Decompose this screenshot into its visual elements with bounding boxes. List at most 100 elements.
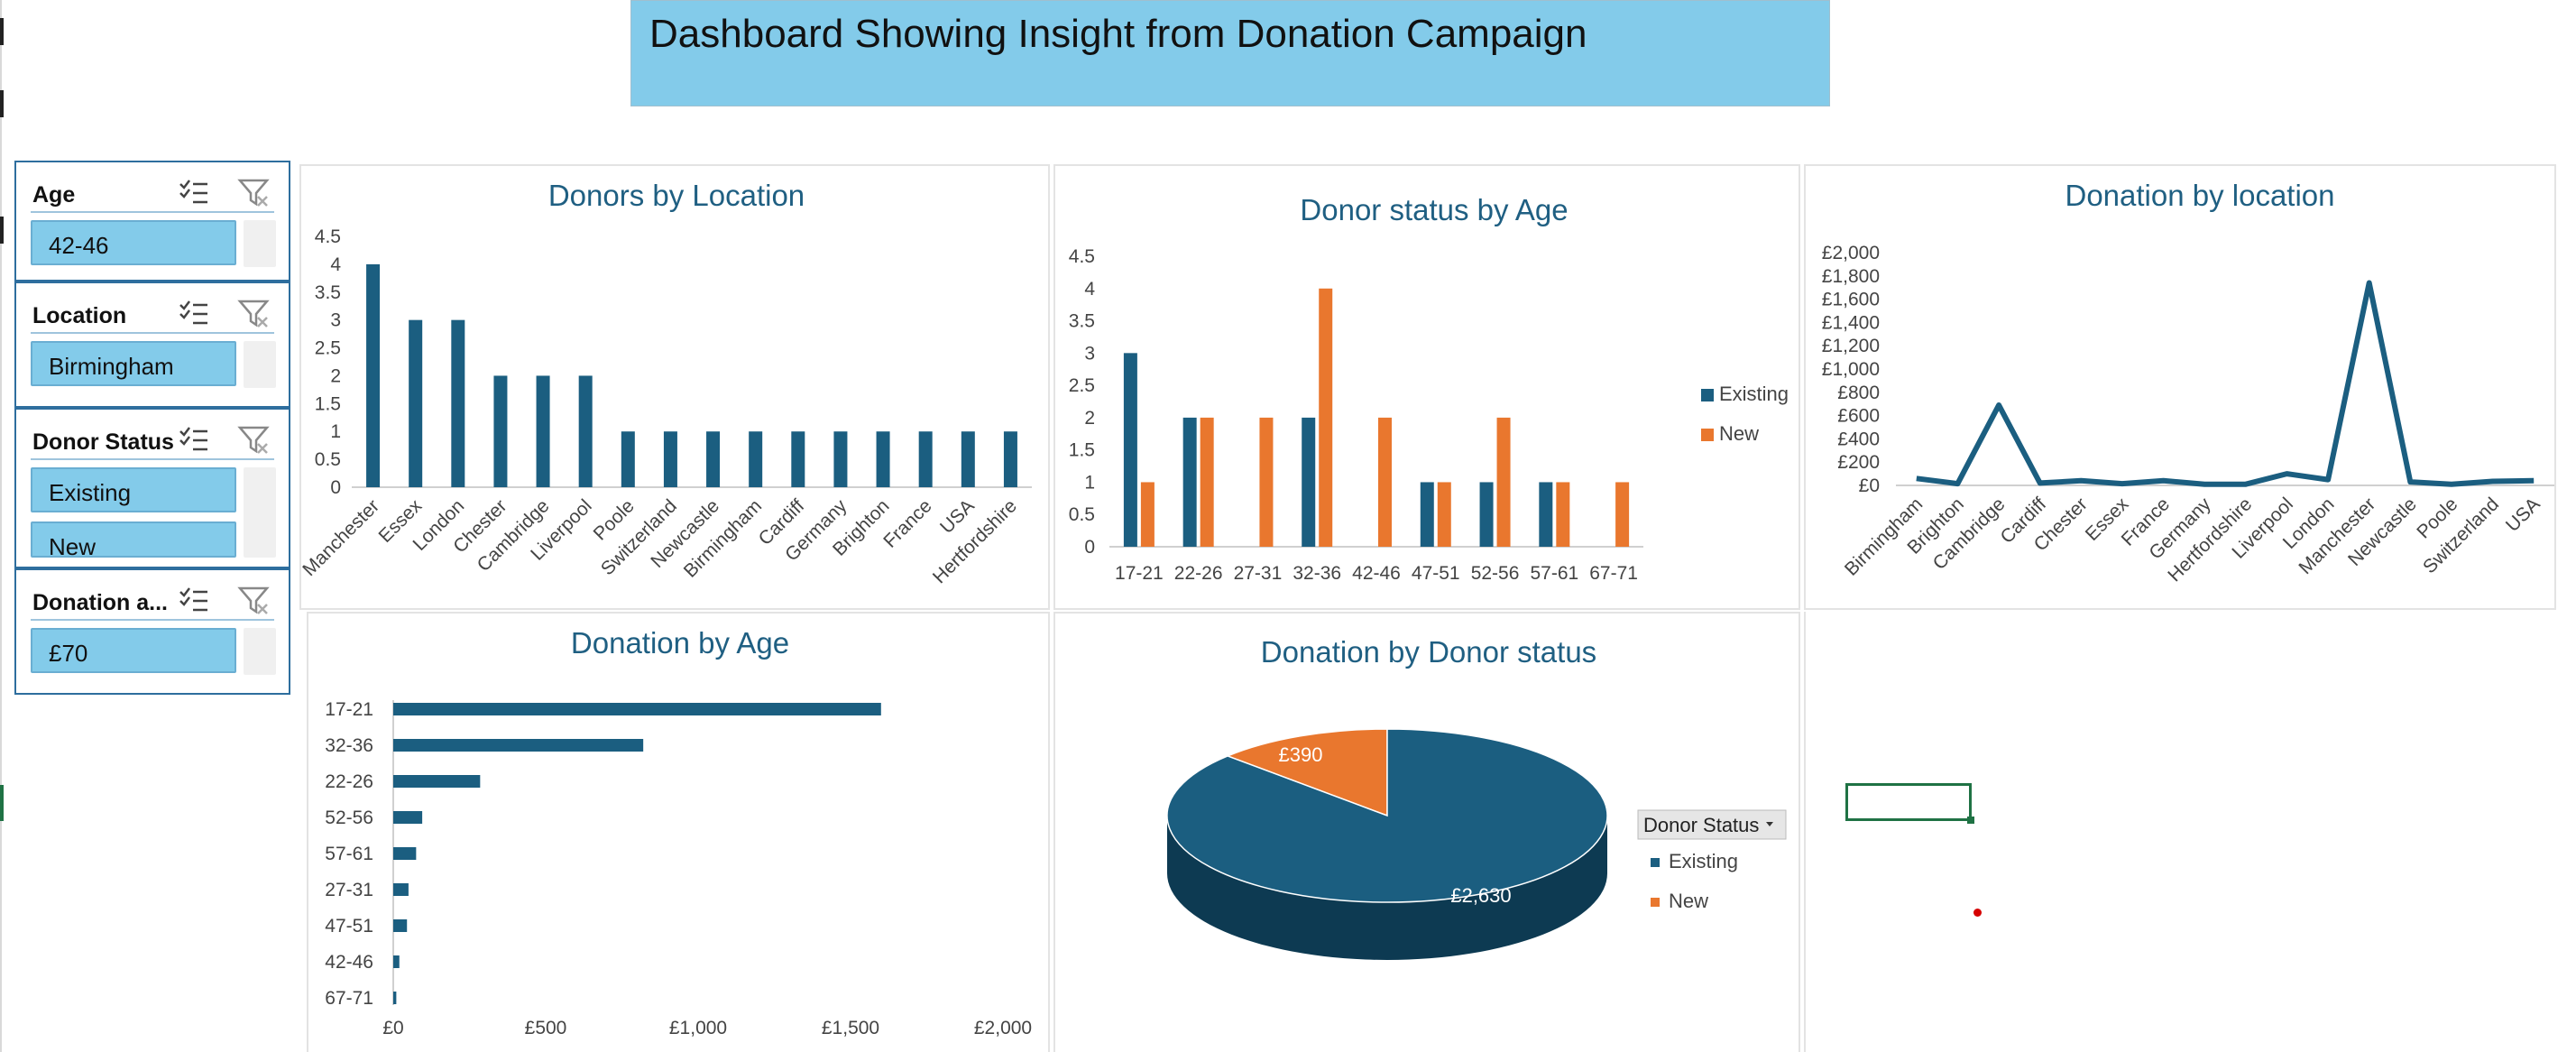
multi-select-icon[interactable]	[179, 180, 207, 204]
bar-new-47-51	[1437, 482, 1451, 547]
x-tick-label: France	[879, 495, 935, 551]
slicer-item-new[interactable]: New	[31, 521, 236, 558]
data-label-new: £390	[1279, 743, 1323, 766]
bar-usa	[961, 431, 975, 487]
bar-new-67-71	[1615, 482, 1630, 547]
bar-new-22-26	[1200, 417, 1214, 547]
dashboard-title-box[interactable]: Dashboard Showing Insight from Donation …	[630, 0, 1830, 106]
dropdown-arrow-icon	[1766, 822, 1773, 826]
y-tick-label: 4.5	[1069, 246, 1095, 267]
bar-22-26	[393, 775, 481, 788]
bar-existing-17-21	[1123, 353, 1137, 547]
sheet-selection-marker	[0, 785, 4, 821]
slicer-item-70[interactable]: £70	[31, 628, 236, 673]
dashboard-title: Dashboard Showing Insight from Donation …	[649, 12, 1587, 56]
multi-select-icon[interactable]	[179, 300, 207, 325]
bar-17-21	[393, 703, 881, 715]
legend-swatch-new	[1651, 898, 1660, 907]
bar-new-52-56	[1496, 417, 1511, 547]
fill-handle[interactable]	[1967, 817, 1974, 824]
data-label-existing: £2,630	[1450, 884, 1511, 907]
y-tick-label: 32-36	[325, 735, 373, 756]
sheet-row-marker	[0, 217, 4, 244]
bar-essex	[409, 319, 423, 487]
legend-filter-button	[1637, 809, 1787, 840]
selected-cell[interactable]	[1845, 783, 1974, 824]
slicer-scrollbar[interactable]	[244, 628, 276, 675]
slicer-scrollbar[interactable]	[244, 220, 276, 267]
x-tick-label: £1,000	[669, 1018, 727, 1038]
chart-donation-by-donor-status[interactable]: Donation by Donor status £390 £2,630 Donor …	[1053, 612, 1800, 1052]
clear-filter-icon[interactable]	[237, 179, 270, 207]
y-tick-label: 42-46	[325, 952, 373, 973]
slicer-donation-amount[interactable]: Donation a... £70	[14, 568, 290, 695]
multi-select-icon[interactable]	[179, 587, 207, 612]
slicer-title: Age	[32, 182, 76, 208]
legend-label-existing: Existing	[1719, 383, 1789, 405]
slicer-item-birmingham[interactable]: Birmingham	[31, 341, 236, 386]
legend-swatch-existing	[1701, 389, 1714, 401]
multi-select-icon[interactable]	[179, 427, 207, 451]
slicer-item-42-46[interactable]: 42-46	[31, 220, 236, 265]
bar-new-57-61	[1556, 482, 1570, 547]
slicer-title: Location	[32, 303, 127, 328]
slicer-title: Donor Status	[32, 429, 174, 455]
slicer-scrollbar[interactable]	[244, 341, 276, 388]
y-tick-label: £0	[1859, 475, 1880, 496]
y-tick-label: 0	[1084, 537, 1095, 558]
y-tick-label: 2	[330, 365, 341, 386]
pie-slice-existing	[1166, 728, 1608, 903]
y-tick-label: £400	[1837, 429, 1880, 449]
y-tick-label: 47-51	[325, 916, 373, 937]
empty-panel	[1804, 612, 2556, 1052]
x-tick-label: 27-31	[1234, 563, 1283, 584]
slicer-location[interactable]: Location Birmingham	[14, 281, 290, 408]
chart-donation-by-age[interactable]: Donation by Age 17-21 32-36 22-26 52-56 57-61…	[307, 612, 1050, 1052]
y-tick-label: 3.5	[315, 282, 341, 303]
clear-filter-icon[interactable]	[237, 426, 270, 454]
bar-cambridge	[536, 375, 550, 487]
x-tick-label: 57-61	[1530, 563, 1578, 584]
x-tick-label: £2,000	[974, 1018, 1032, 1038]
slicer-donor-status[interactable]: Donor Status Existing New	[14, 408, 290, 568]
bar-57-61	[393, 847, 417, 860]
y-tick-label: £200	[1837, 452, 1880, 473]
y-tick-label: 3	[1084, 343, 1095, 364]
x-tick-label: 67-71	[1589, 563, 1638, 584]
x-tick-label: £500	[525, 1018, 567, 1038]
pie-legend: Donor Status Existing New	[1637, 809, 1787, 912]
chart-donation-by-location[interactable]: Donation by location £0 £200 £400 £600 £800 £1…	[1804, 164, 2556, 610]
y-tick-label: 4	[1084, 279, 1095, 300]
chart-title: Donation by Donor status	[1261, 635, 1596, 669]
y-tick-label: 17-21	[325, 699, 373, 720]
bar-existing-52-56	[1479, 482, 1494, 547]
clear-filter-icon[interactable]	[237, 586, 270, 614]
x-tick-label: 42-46	[1352, 563, 1401, 584]
y-tick-label: 0	[330, 477, 341, 498]
slicer-title: Donation a...	[32, 590, 168, 615]
chart-title: Donation by Age	[571, 626, 789, 660]
bar-existing-47-51	[1420, 482, 1434, 547]
x-tick-label: 47-51	[1412, 563, 1460, 584]
bar-cardiff	[791, 431, 805, 487]
sheet-left-edge	[0, 0, 2, 1052]
chart-donor-status-by-age[interactable]: Donor status by Age 0 0.5 1 1.5 2 2.5 3 3.5 4 4.5 1…	[1053, 164, 1800, 610]
bar-chester	[493, 375, 508, 487]
bar-42-46	[393, 955, 400, 968]
slicer-item-existing[interactable]: Existing	[31, 467, 236, 512]
y-tick-label: 0.5	[1069, 504, 1095, 525]
legend-label-existing: Existing	[1669, 850, 1738, 872]
slicer-scrollbar[interactable]	[244, 467, 276, 558]
bar-hertfordshire	[1003, 431, 1017, 487]
legend-label-new: New	[1719, 422, 1759, 445]
x-tick-label: USA	[2502, 494, 2544, 536]
y-tick-label: £800	[1837, 383, 1880, 403]
slicer-age[interactable]: Age 42-46	[14, 161, 290, 281]
line-series-donation	[1916, 280, 2535, 487]
x-tick-label: £1,500	[822, 1018, 879, 1038]
bar-liverpool	[578, 375, 593, 487]
clear-filter-icon[interactable]	[237, 300, 270, 328]
bar-germany	[833, 431, 848, 487]
bar-poole	[621, 431, 635, 487]
chart-donors-by-location[interactable]: Donors by Location 0 0.5 1 1.5 2 2.5 3 3.5 4 4.5 Ma…	[299, 164, 1050, 610]
